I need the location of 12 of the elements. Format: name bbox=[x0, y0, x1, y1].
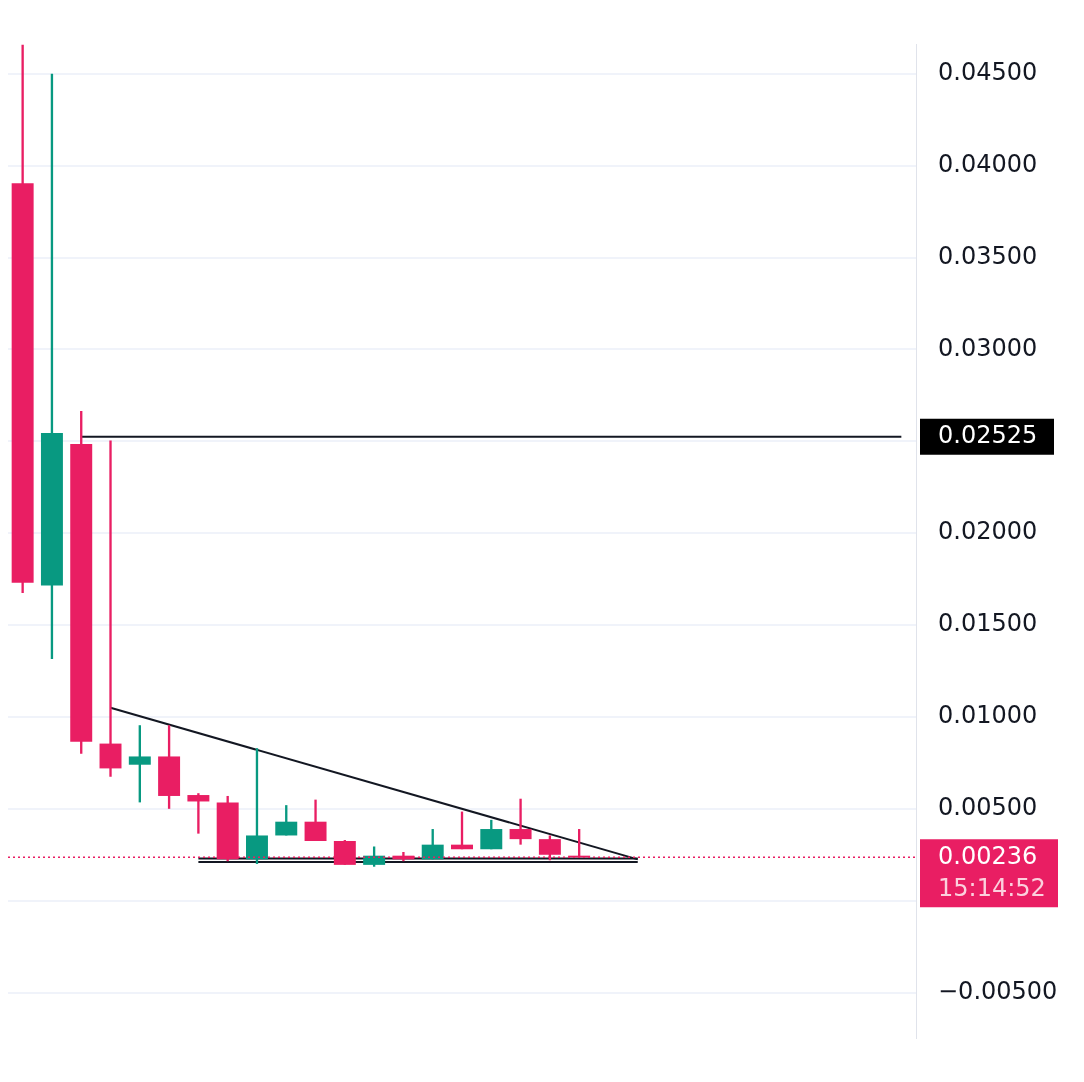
y-tick-label: 0.02000 bbox=[938, 517, 1038, 546]
y-tick-label: 0.00500 bbox=[938, 793, 1038, 822]
text: 15:14:52 bbox=[938, 873, 1046, 902]
y-tick-label: −0.00500 bbox=[938, 976, 1058, 1005]
y-tick-label: 0.04000 bbox=[938, 149, 1038, 178]
y-tick-label: 0.04500 bbox=[938, 58, 1038, 87]
y-tick-label: 0.03000 bbox=[938, 333, 1038, 362]
text: 0.02525 bbox=[938, 420, 1038, 449]
y-tick-label: 0.03500 bbox=[938, 241, 1038, 270]
ref-line-label: 0.00236 bbox=[938, 841, 1038, 870]
y-tick-label: 0.01500 bbox=[938, 609, 1038, 638]
y-tick-label: 0.01000 bbox=[938, 701, 1038, 730]
